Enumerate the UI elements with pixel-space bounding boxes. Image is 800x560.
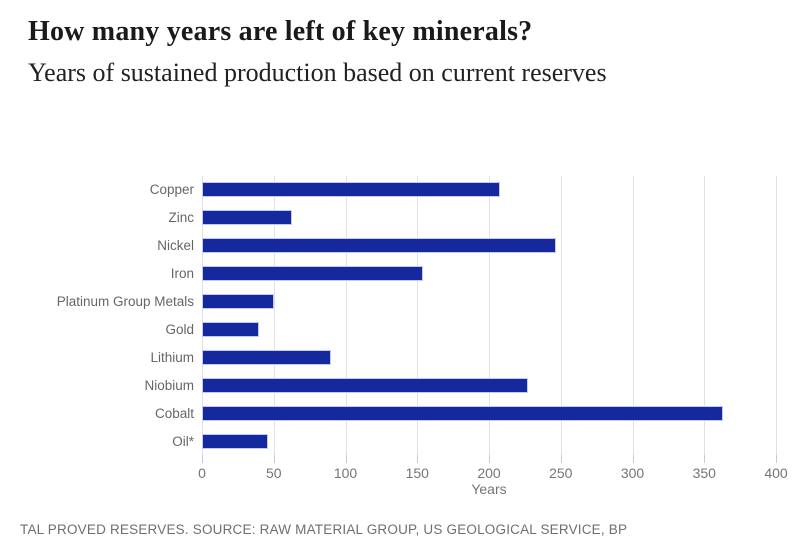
tick-mark-100: [345, 455, 347, 463]
tick-mark-400: [776, 455, 777, 463]
tick-label-150: 150: [405, 465, 429, 481]
category-label-nickel: Nickel: [157, 238, 194, 254]
chart-subtitle: Years of sustained production based on c…: [28, 58, 607, 88]
tick-label-400: 400: [764, 465, 788, 481]
category-label-oil: Oil*: [172, 433, 194, 449]
tick-label-50: 50: [265, 465, 282, 481]
tick-mark-300: [632, 455, 634, 463]
category-label-zinc: Zinc: [168, 210, 194, 226]
bar-gold: [202, 321, 260, 337]
gridline-400: [776, 176, 777, 455]
bar-zinc: [202, 210, 293, 226]
bar-oil: [202, 433, 268, 449]
gridline-150: [417, 176, 419, 455]
tick-label-100: 100: [333, 465, 358, 481]
bar-platinum-group-metals: [202, 294, 274, 310]
tick-mark-150: [417, 455, 419, 463]
tick-label-0: 0: [198, 465, 206, 481]
category-label-copper: Copper: [149, 182, 194, 198]
bar-copper: [202, 182, 501, 198]
gridline-350: [704, 176, 706, 455]
category-label-lithium: Lithium: [150, 349, 194, 365]
tick-label-300: 300: [620, 465, 645, 481]
tick-label-350: 350: [692, 465, 716, 481]
category-labels: Copper Zinc Nickel Iron Platinum Group Metal…: [10, 176, 194, 455]
category-label-cobalt: Cobalt: [154, 405, 194, 421]
tick-label-200: 200: [477, 465, 501, 481]
gridline-300: [632, 176, 634, 455]
x-axis-title: Years: [471, 481, 507, 497]
bar-iron: [202, 266, 423, 282]
plot-area: [202, 176, 777, 455]
tick-mark-0: [202, 455, 203, 463]
category-label-iron: Iron: [170, 266, 194, 282]
bar-niobium: [202, 377, 528, 393]
x-axis: 0 50 100 150 200 250 300 350 400: [198, 455, 788, 495]
chart-header: How many years are left of key minerals?…: [28, 14, 772, 89]
category-label-gold: Gold: [165, 321, 194, 337]
source-note: TAL PROVED RESERVES. SOURCE: RAW MATERIA…: [20, 522, 628, 537]
gridline-0: [202, 176, 203, 455]
bar-nickel: [202, 238, 557, 254]
tick-mark-350: [704, 455, 706, 463]
bar-cobalt: [202, 405, 723, 421]
chart-title: How many years are left of key minerals?: [28, 16, 533, 47]
gridline-50: [273, 176, 275, 455]
tick-mark-200: [489, 455, 490, 463]
tick-mark-50: [273, 455, 275, 463]
tick-label-250: 250: [549, 465, 573, 481]
category-label-niobium: Niobium: [144, 377, 194, 393]
category-label-platinum-group-metals: Platinum Group Metals: [56, 294, 194, 310]
bar-lithium: [202, 349, 332, 365]
gridline-100: [345, 176, 347, 455]
gridline-200: [489, 176, 490, 455]
gridline-250: [560, 176, 562, 455]
tick-mark-250: [560, 455, 562, 463]
